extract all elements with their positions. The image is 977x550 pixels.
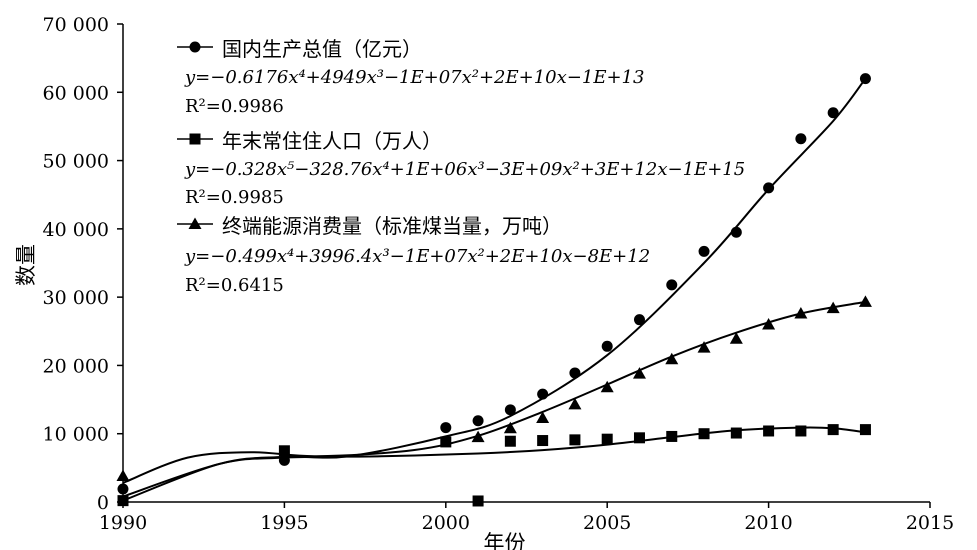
y-axis-title: 数量 bbox=[14, 244, 38, 286]
data-point-population bbox=[537, 435, 549, 447]
data-point-population bbox=[633, 432, 645, 444]
y-tick-label: 40 000 bbox=[43, 219, 109, 241]
x-tick-label: 2015 bbox=[906, 512, 954, 534]
data-point-energy bbox=[503, 421, 517, 434]
y-tick-label: 60 000 bbox=[43, 82, 109, 104]
trend-line-population bbox=[122, 426, 866, 498]
trend-equation-population: y=−0.328x⁵−328.76x⁴+1E+06x³−3E+09x²+3E+1… bbox=[184, 159, 745, 180]
data-point-energy bbox=[536, 411, 550, 424]
data-point-energy bbox=[568, 397, 582, 410]
data-point-gdp bbox=[601, 340, 613, 352]
data-point-population bbox=[763, 425, 775, 437]
data-point-population bbox=[827, 424, 839, 436]
data-point-population bbox=[601, 433, 613, 445]
trend-line-energy bbox=[122, 300, 866, 484]
data-point-gdp bbox=[795, 133, 807, 145]
data-point-energy bbox=[600, 380, 614, 393]
data-point-gdp bbox=[698, 245, 710, 257]
data-point-gdp bbox=[763, 182, 775, 194]
data-point-energy bbox=[632, 367, 646, 379]
data-point-population bbox=[504, 435, 516, 447]
data-point-gdp bbox=[827, 107, 839, 119]
y-tick-label: 30 000 bbox=[43, 287, 109, 309]
data-point-energy bbox=[858, 295, 872, 307]
trend-equation-energy: y=−0.499x⁴+3996.4x³−1E+07x²+2E+10x−8E+12 bbox=[184, 246, 650, 267]
data-point-energy bbox=[729, 332, 743, 344]
x-tick-label: 2000 bbox=[422, 512, 470, 534]
data-point-energy bbox=[762, 317, 776, 330]
legend-marker-energy bbox=[188, 217, 202, 229]
data-point-energy bbox=[471, 430, 485, 443]
x-tick-label: 1995 bbox=[260, 512, 308, 534]
x-tick-label: 2010 bbox=[744, 512, 792, 534]
data-point-energy bbox=[665, 352, 679, 365]
x-axis-title: 年份 bbox=[484, 531, 526, 550]
data-point-gdp bbox=[537, 388, 549, 400]
legend-item-gdp: 国内生产总值（亿元） y=−0.6176x⁴+4949x³−1E+07x²+2E… bbox=[177, 37, 644, 117]
data-point-energy bbox=[826, 301, 840, 314]
legend-label-population: 年末常住住人口（万人） bbox=[222, 129, 442, 153]
y-tick-label: 0 bbox=[97, 492, 109, 514]
data-point-population bbox=[795, 425, 807, 437]
legend: 国内生产总值（亿元） y=−0.6176x⁴+4949x³−1E+07x²+2E… bbox=[177, 37, 745, 296]
legend-item-population: 年末常住住人口（万人） y=−0.328x⁵−328.76x⁴+1E+06x³−… bbox=[177, 129, 745, 208]
legend-marker-gdp bbox=[189, 41, 201, 53]
legend-item-energy: 终端能源消费量（标准煤当量，万吨） y=−0.499x⁴+3996.4x³−1E… bbox=[177, 214, 650, 296]
data-point-population bbox=[440, 436, 452, 448]
axes: 0 10 000 20 000 30 000 40 000 50 000 60 000 70 … bbox=[43, 14, 955, 534]
r-squared-gdp: R²=0.9986 bbox=[185, 96, 284, 117]
x-tick-label: 2005 bbox=[583, 512, 631, 534]
data-point-population bbox=[569, 434, 581, 446]
data-point-population bbox=[472, 495, 484, 507]
r-squared-energy: R²=0.6415 bbox=[185, 275, 284, 296]
data-point-population bbox=[666, 430, 678, 442]
legend-label-gdp: 国内生产总值（亿元） bbox=[222, 37, 422, 61]
y-tick-label: 20 000 bbox=[43, 355, 109, 377]
data-point-gdp bbox=[859, 73, 871, 85]
trend-equation-gdp: y=−0.6176x⁴+4949x³−1E+07x²+2E+10x−1E+13 bbox=[184, 67, 644, 88]
data-point-population bbox=[730, 427, 742, 439]
y-tick-label: 50 000 bbox=[43, 151, 109, 173]
y-tick-label: 70 000 bbox=[43, 14, 109, 36]
data-point-gdp bbox=[472, 415, 484, 427]
data-point-population bbox=[698, 428, 710, 440]
data-point-gdp bbox=[569, 367, 581, 379]
y-tick-label: 10 000 bbox=[43, 424, 109, 446]
r-squared-population: R²=0.9985 bbox=[185, 187, 284, 208]
data-point-gdp bbox=[504, 404, 516, 416]
data-point-population bbox=[859, 424, 871, 436]
data-point-gdp bbox=[633, 314, 645, 326]
data-point-gdp bbox=[666, 279, 678, 291]
data-point-energy bbox=[794, 307, 808, 319]
data-point-gdp bbox=[730, 226, 742, 238]
legend-label-energy: 终端能源消费量（标准煤当量，万吨） bbox=[222, 214, 562, 238]
data-point-energy bbox=[697, 341, 711, 353]
legend-marker-population bbox=[189, 133, 201, 145]
data-point-gdp bbox=[440, 422, 452, 434]
x-tick-label: 1990 bbox=[99, 512, 147, 534]
data-point-population bbox=[278, 445, 290, 457]
